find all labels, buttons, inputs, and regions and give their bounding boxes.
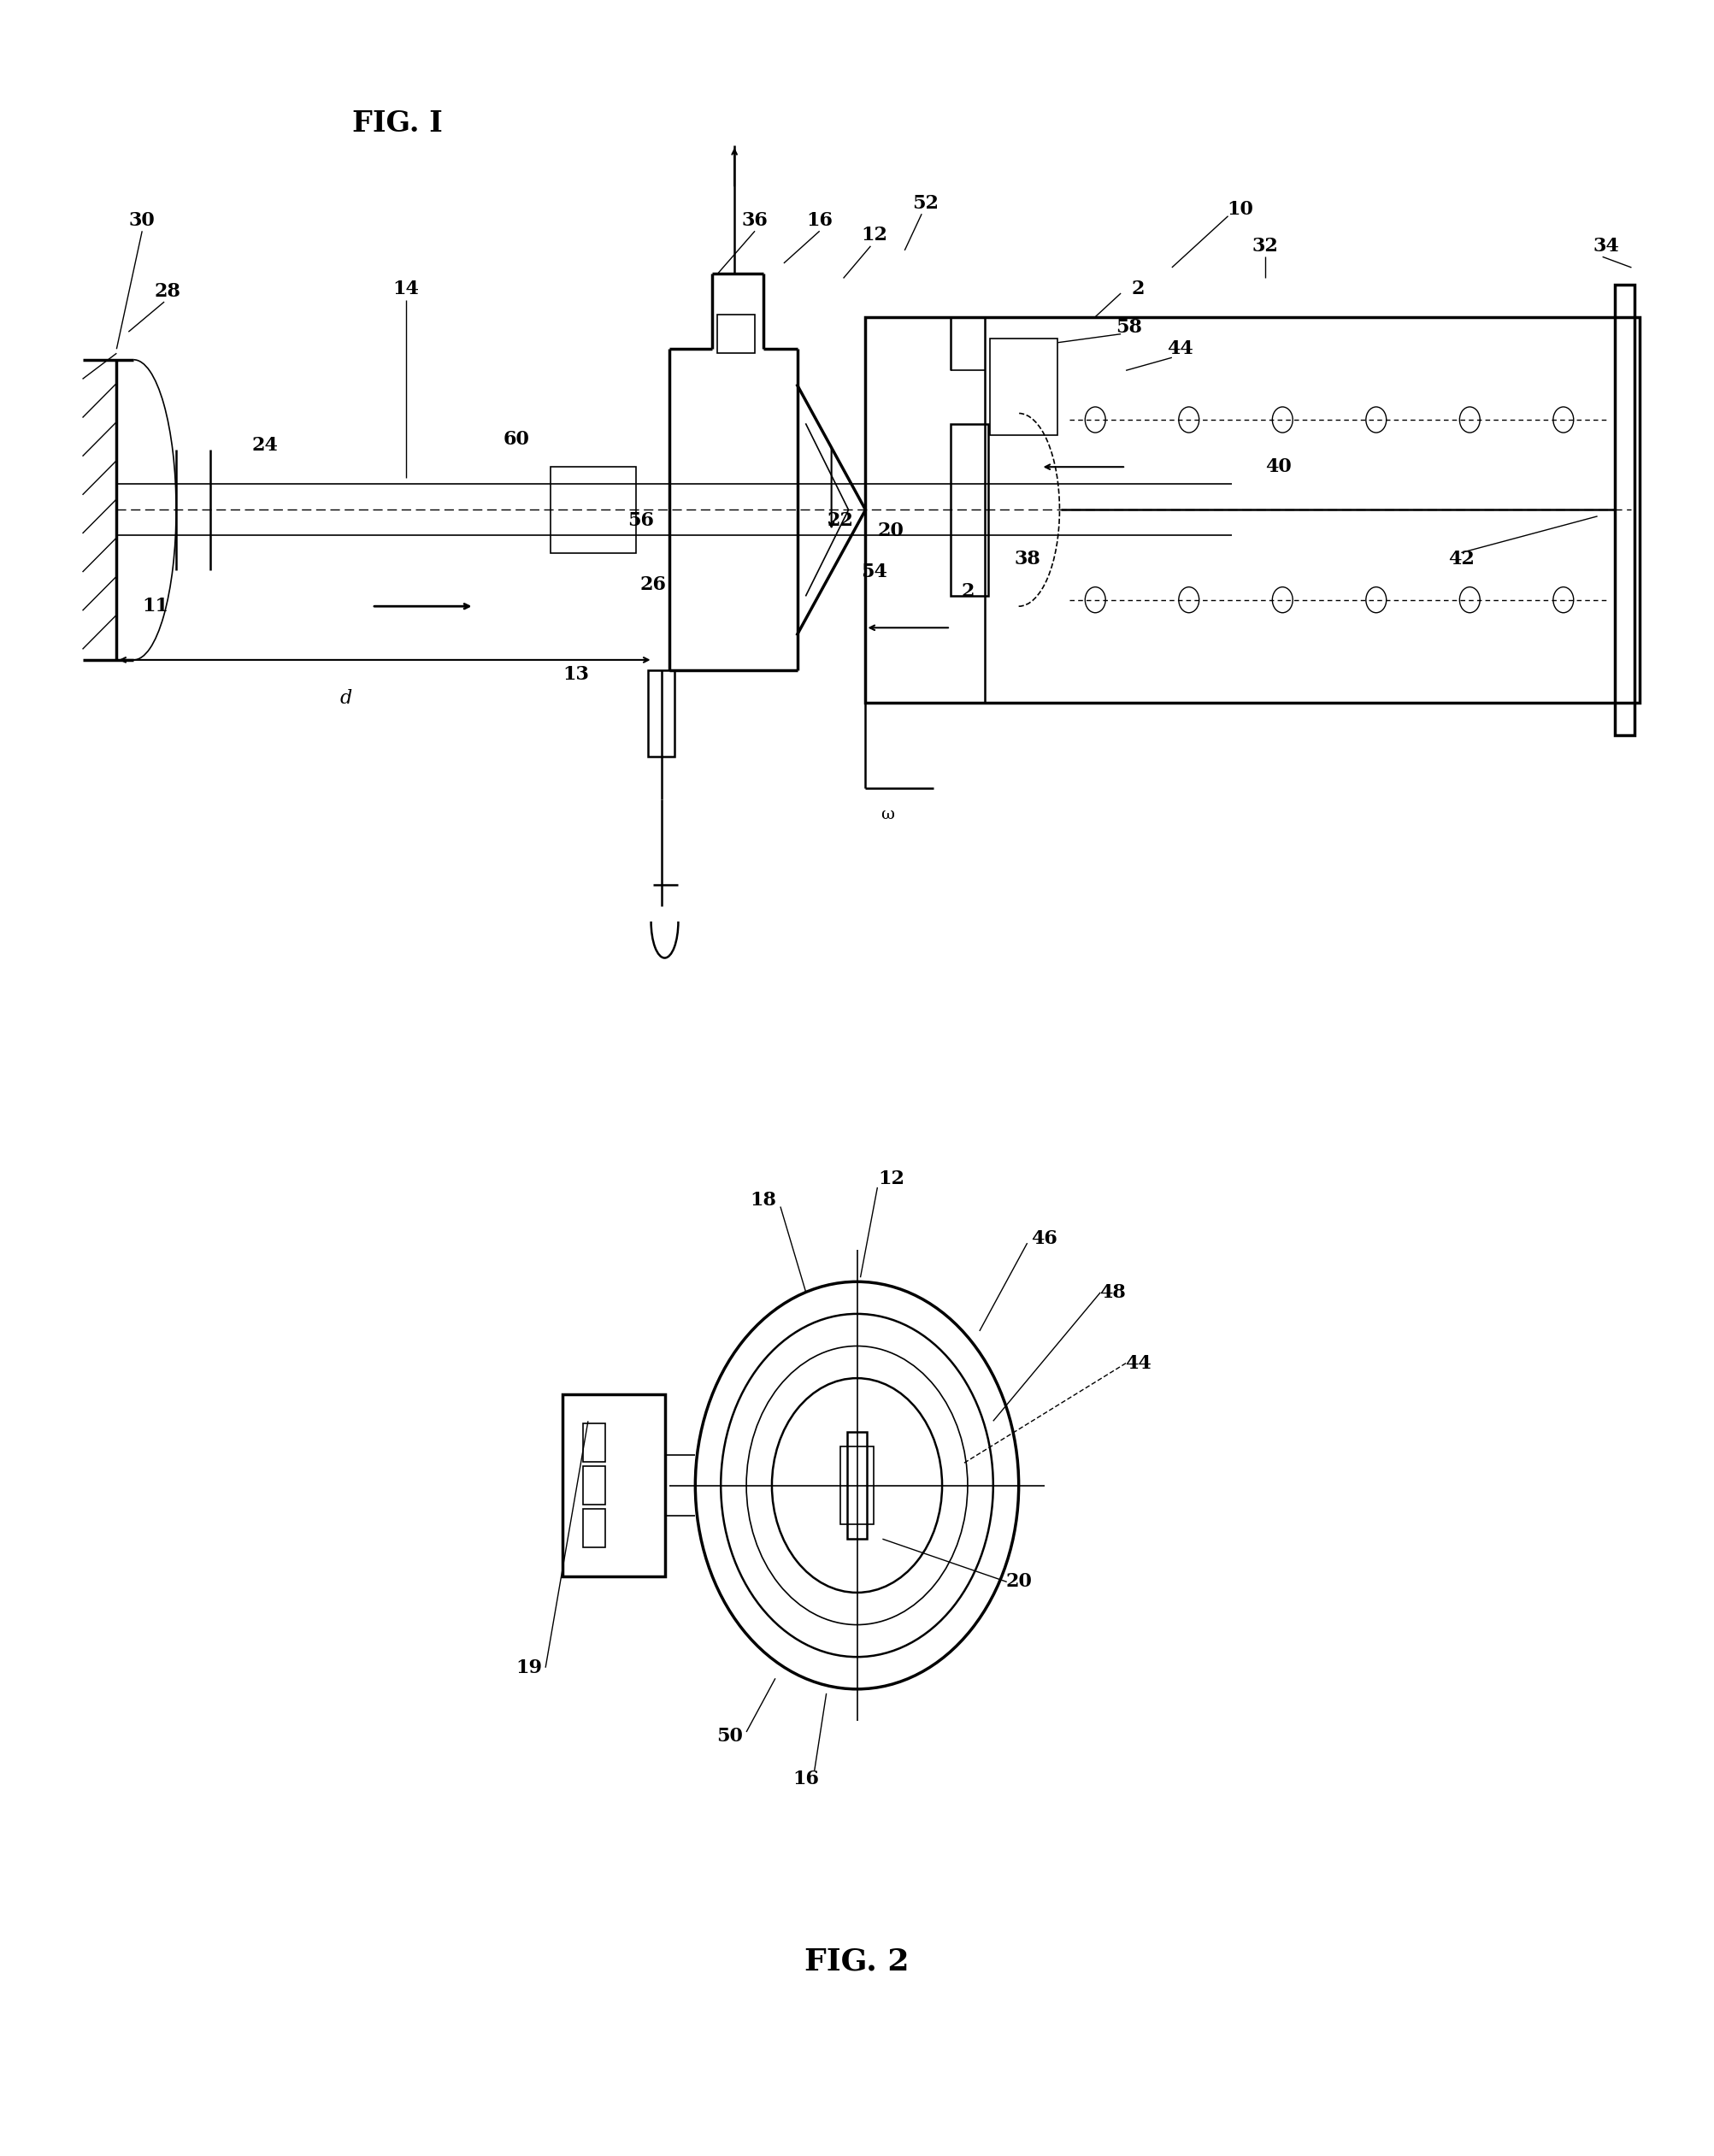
Bar <box>562 1395 665 1576</box>
Bar <box>583 1509 605 1548</box>
Text: 12: 12 <box>860 226 888 246</box>
Bar <box>648 671 675 757</box>
Text: 12: 12 <box>878 1169 905 1188</box>
Text: 18: 18 <box>751 1190 776 1210</box>
Text: 16: 16 <box>806 211 833 231</box>
Text: 38: 38 <box>1015 550 1040 569</box>
Text: 10: 10 <box>1227 201 1253 220</box>
Text: 24: 24 <box>252 436 278 455</box>
Text: 40: 40 <box>1265 457 1292 476</box>
Text: 30: 30 <box>129 211 156 231</box>
Text: 60: 60 <box>504 429 530 448</box>
Bar <box>847 1432 867 1539</box>
Text: 58: 58 <box>1116 319 1143 336</box>
Text: 54: 54 <box>860 563 888 582</box>
Text: 2: 2 <box>1131 280 1145 298</box>
Text: 14: 14 <box>393 280 420 298</box>
Bar <box>583 1423 605 1462</box>
Text: 42: 42 <box>1448 550 1474 569</box>
Text: 22: 22 <box>826 511 854 530</box>
Text: 56: 56 <box>627 511 655 530</box>
Text: 44: 44 <box>1124 1354 1152 1373</box>
Text: 26: 26 <box>639 576 667 595</box>
Bar <box>583 1466 605 1505</box>
Bar <box>951 425 987 595</box>
Text: 2: 2 <box>962 582 974 602</box>
Text: ω: ω <box>881 806 895 821</box>
Text: d: d <box>341 690 353 707</box>
Text: 44: 44 <box>1167 341 1193 358</box>
Text: 16: 16 <box>792 1770 819 1789</box>
Text: 36: 36 <box>742 211 768 231</box>
Bar <box>1615 285 1635 735</box>
Text: FIG. I: FIG. I <box>351 110 442 138</box>
Text: 50: 50 <box>716 1727 742 1746</box>
Text: FIG. 2: FIG. 2 <box>804 1947 910 1975</box>
Text: 34: 34 <box>1592 237 1620 254</box>
Text: 13: 13 <box>562 666 590 683</box>
Bar <box>840 1447 874 1524</box>
Bar <box>550 468 636 552</box>
Bar <box>718 315 754 354</box>
Text: 20: 20 <box>1006 1572 1032 1591</box>
Bar <box>989 338 1058 436</box>
Text: 52: 52 <box>912 194 938 213</box>
Text: 32: 32 <box>1253 237 1279 254</box>
Text: 28: 28 <box>154 282 182 300</box>
Text: 48: 48 <box>1099 1283 1126 1302</box>
Text: 46: 46 <box>1032 1229 1058 1248</box>
Text: 19: 19 <box>516 1658 542 1677</box>
Text: 20: 20 <box>878 522 905 541</box>
Bar <box>866 317 1640 703</box>
Text: 11: 11 <box>142 597 170 617</box>
